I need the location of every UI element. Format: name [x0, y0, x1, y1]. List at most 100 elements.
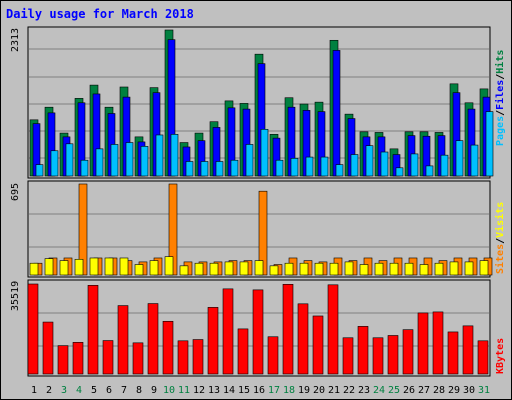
x-axis-day-label: 15 [238, 385, 250, 396]
pages-bar [50, 150, 59, 177]
sites-bar [479, 260, 489, 276]
kbytes-bar [132, 342, 144, 375]
sites-bar [389, 262, 399, 276]
kbytes-bar [102, 340, 114, 375]
sites-bar [74, 258, 84, 276]
kbytes-bar [192, 339, 204, 375]
pages-bar [350, 154, 359, 177]
sites-bar [59, 260, 69, 276]
pages-bar [365, 145, 374, 177]
pages-bar [155, 134, 164, 177]
x-axis-day-label: 1 [31, 385, 37, 396]
pages-bar [470, 144, 479, 177]
pages-bar [80, 159, 89, 177]
kbytes-bar [387, 335, 399, 375]
legend-sites: Sites [494, 244, 506, 274]
sites-bar [269, 265, 279, 276]
sites-bar [179, 265, 189, 276]
pages-bar [320, 156, 329, 177]
x-axis-day-label: 8 [136, 385, 142, 396]
chart-title: Daily usage for March 2018 [6, 7, 194, 21]
sites-bar [224, 261, 234, 276]
x-axis-day-label: 17 [268, 385, 280, 396]
x-axis-day-label: 14 [223, 385, 235, 396]
sites-bar [284, 262, 294, 276]
svg-text:Pages/Files/Hits: Pages/Files/Hits [494, 50, 506, 146]
x-axis-day-label: 30 [463, 385, 475, 396]
x-axis-day-label: 3 [61, 385, 67, 396]
top-legend: Pages/Files/Hits [494, 50, 506, 146]
kbytes-bar [327, 284, 339, 375]
kbytes-bar [27, 283, 39, 375]
pages-bar [335, 164, 344, 177]
pages-bar [140, 146, 149, 177]
x-axis-day-label: 5 [91, 385, 97, 396]
pages-bar [245, 144, 254, 177]
kbytes-bar [72, 342, 84, 375]
bottom-legend: KBytes [495, 338, 506, 374]
sites-bar [464, 261, 474, 276]
pages-bar [290, 158, 299, 177]
sites-bar [254, 260, 264, 276]
kbytes-bar [267, 336, 279, 375]
kbytes-bar [297, 303, 309, 375]
x-axis-day-label: 12 [193, 385, 205, 396]
svg-text:Sites/Visits: Sites/Visits [494, 202, 506, 274]
sites-bar [149, 260, 159, 276]
kbytes-bar [162, 320, 174, 375]
sites-bar [104, 257, 114, 276]
x-axis-day-label: 31 [478, 385, 490, 396]
kbytes-bar [177, 340, 189, 375]
files-bar [332, 50, 341, 177]
svg-text:KBytes: KBytes [495, 338, 506, 374]
legend-pages: Pages [495, 116, 506, 146]
bar-marks [27, 29, 494, 375]
x-axis-day-label: 9 [151, 385, 157, 396]
sites-bar [164, 256, 174, 276]
x-axis-day-label: 23 [358, 385, 370, 396]
legend-files: Files [494, 80, 506, 110]
pages-bar [425, 165, 434, 177]
sites-bar [359, 264, 369, 276]
sites-bar [239, 261, 249, 276]
sites-bar [299, 262, 309, 276]
sites-bar [29, 262, 39, 276]
sites-bar [434, 262, 444, 276]
kbytes-bar [447, 331, 459, 375]
pages-bar [485, 111, 494, 177]
kbytes-bar [57, 345, 69, 375]
x-axis-day-label: 4 [76, 385, 82, 396]
pages-bar [230, 159, 239, 177]
sites-bar [44, 258, 54, 276]
x-axis-day-label: 13 [208, 385, 220, 396]
x-axis-day-label: 22 [343, 385, 355, 396]
legend-kbytes: KBytes [495, 338, 506, 374]
pages-bar [215, 161, 224, 177]
sites-bar [134, 264, 144, 276]
x-axis-labels: 1 2 3 4 5 6 7 8 9 10 11 12 13 14 15 16 17 18 19 20 21 22 23 24 2… [31, 385, 490, 396]
kbytes-bar [222, 288, 234, 375]
kbytes-bar [147, 303, 159, 375]
x-axis-day-label: 6 [106, 385, 112, 396]
kbytes-bar [462, 325, 474, 375]
kbytes-bar [207, 307, 219, 375]
pages-bar [455, 140, 464, 177]
x-axis-day-label: 11 [178, 385, 190, 396]
sites-bar [329, 262, 339, 276]
sites-bar [194, 262, 204, 276]
pages-bar [200, 161, 209, 177]
x-axis-day-label: 2 [46, 385, 52, 396]
middle-panel-max-label: 695 [10, 183, 21, 201]
kbytes-bar [477, 340, 489, 375]
sites-bar [209, 262, 219, 276]
kbytes-bar [432, 311, 444, 375]
middle-legend: Sites/Visits [494, 202, 506, 274]
x-axis-day-label: 7 [121, 385, 127, 396]
x-axis-day-label: 18 [283, 385, 295, 396]
pages-bar [410, 153, 419, 177]
pages-bar [395, 167, 404, 177]
x-axis-day-label: 28 [433, 385, 445, 396]
top-panel-max-label: 2313 [10, 28, 21, 52]
x-axis-day-label: 26 [403, 385, 415, 396]
